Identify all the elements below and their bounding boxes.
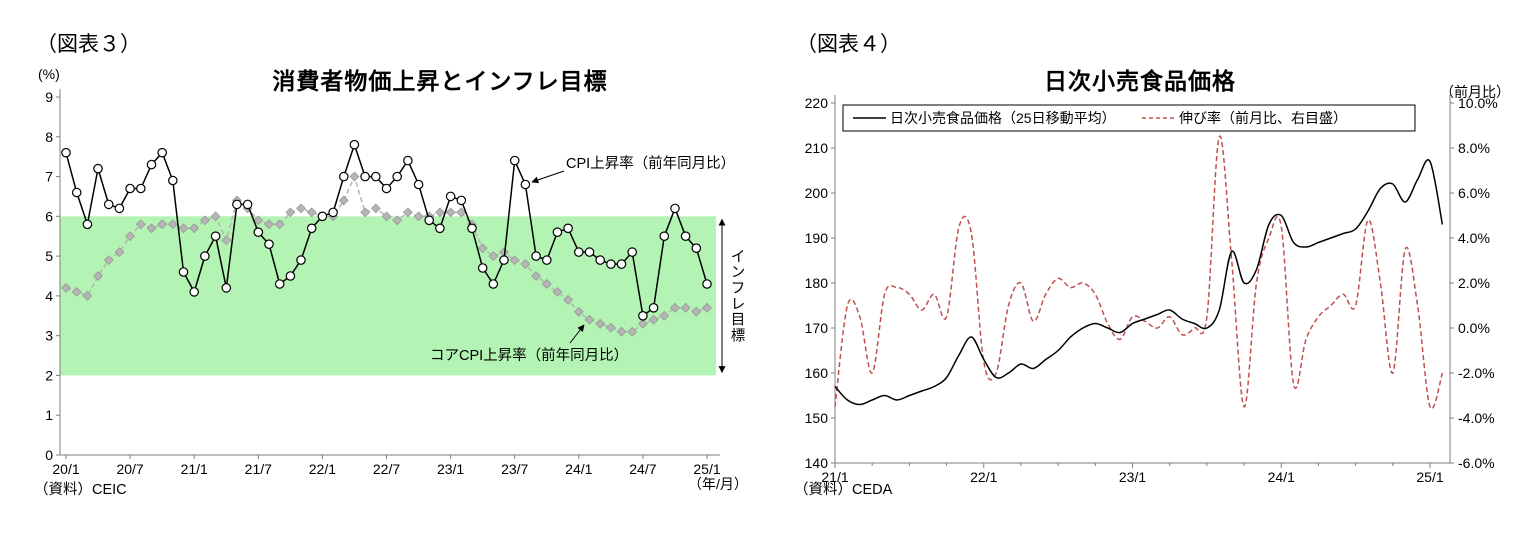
cpi-series	[61, 139, 712, 321]
left-tick-label: 180	[805, 275, 829, 291]
y-tick-label: 4	[45, 288, 53, 304]
y-tick-label: 0	[45, 447, 53, 463]
legend-label-price: 日次小売食品価格（25日移動平均）	[890, 110, 1116, 126]
y-tick-label: 7	[45, 169, 53, 185]
figure3-source: （資料）CEIC	[34, 482, 127, 498]
food-price-plot-area: 140 150 160 170 180 190 200 210 220 -6.0% -4.0% -2.…	[805, 95, 1498, 485]
right-tick-label: 4.0%	[1458, 230, 1490, 246]
x-tick-label: 20/7	[116, 461, 143, 477]
core-cpi-series-annotation: コアCPI上昇率（前年同月比）	[430, 347, 628, 364]
y-axis-unit-label: (%)	[38, 66, 60, 82]
figure4-source: （資料）CEDA	[794, 482, 893, 498]
left-tick-label: 210	[805, 140, 829, 156]
y-tick-label: 8	[45, 129, 53, 145]
cpi-series-annotation: CPI上昇率（前年同月比）	[566, 155, 735, 172]
axes: 140 150 160 170 180 190 200 210 220 -6.0% -4.0% -2.…	[805, 95, 1498, 485]
y-tick-label: 9	[45, 89, 53, 105]
x-tick-label: 22/7	[373, 461, 400, 477]
axes: 0 1 2 3 4 5 6 7 8 9 20/1 20/7 21/1 21/7 22/1 22/7 23/1 23…	[45, 89, 721, 477]
figure4-title: 日次小売食品価格	[1044, 68, 1236, 94]
right-tick-label: 2.0%	[1458, 275, 1490, 291]
right-tick-label: -6.0%	[1458, 455, 1495, 471]
x-tick-label: 25/1	[1416, 469, 1443, 485]
x-tick-label: 21/1	[821, 469, 848, 485]
cpi-chart: 0 1 2 3 4 5 6 7 8 9 20/1 20/7 21/1 21/7 22/1 22/7 23/1 23…	[45, 89, 748, 492]
figure3-panel: （図表３） 消費者物価上昇とインフレ目標 (%) 0 1 2 3 4 5 6 7 8 9 20/1 2…	[30, 20, 775, 530]
x-tick-label: 21/1	[181, 461, 208, 477]
legend-label-growth: 伸び率（前月比、右目盛）	[1179, 110, 1347, 126]
cpi-annotation-arrow	[531, 170, 565, 184]
inflation-target-band	[60, 216, 716, 376]
core-annotation-arrow	[569, 324, 585, 344]
right-tick-label: 8.0%	[1458, 140, 1490, 156]
x-tick-label: 21/7	[245, 461, 272, 477]
cpi-plot-area: 0 1 2 3 4 5 6 7 8 9 20/1 20/7 21/1 21/7 22/1 22/7 23/1 23…	[45, 89, 746, 477]
price-series	[834, 159, 1444, 406]
right-axis-unit-label: （前月比）	[1440, 84, 1510, 100]
right-tick-label: -4.0%	[1458, 410, 1495, 426]
y-tick-label: 1	[45, 407, 53, 423]
x-tick-label: 23/1	[437, 461, 464, 477]
y-tick-label: 2	[45, 367, 53, 383]
left-tick-label: 200	[805, 185, 829, 201]
y-tick-label: 5	[45, 248, 53, 264]
x-tick-label: 24/7	[629, 461, 656, 477]
legend: 日次小売食品価格（25日移動平均） 伸び率（前月比、右目盛）	[842, 104, 1416, 132]
x-tick-label: 22/1	[309, 461, 336, 477]
left-tick-label: 190	[805, 230, 829, 246]
figure3-label: （図表３）	[36, 33, 141, 56]
left-tick-label: 220	[805, 95, 829, 111]
annotations: インフレ目標	[531, 170, 746, 374]
x-tick-label: 24/1	[1268, 469, 1295, 485]
y-tick-label: 6	[45, 208, 53, 224]
inflation-target-label: インフレ目標	[731, 249, 746, 344]
right-tick-label: -2.0%	[1458, 365, 1495, 381]
y-tick-label: 3	[45, 328, 53, 344]
figure3-title: 消費者物価上昇とインフレ目標	[272, 68, 608, 94]
x-tick-label: 20/1	[52, 461, 79, 477]
left-tick-label: 170	[805, 320, 829, 336]
x-axis-unit-label: （年/月）	[688, 476, 748, 492]
food-price-chart: 140 150 160 170 180 190 200 210 220 -6.0% -4.0% -2.…	[805, 95, 1498, 485]
right-tick-label: 10.0%	[1458, 95, 1498, 111]
left-tick-label: 140	[805, 455, 829, 471]
x-tick-label: 24/1	[565, 461, 592, 477]
right-tick-label: 0.0%	[1458, 320, 1490, 336]
x-tick-label: 23/1	[1119, 469, 1146, 485]
x-tick-label: 25/1	[693, 461, 720, 477]
left-tick-label: 150	[805, 410, 829, 426]
left-tick-label: 160	[805, 365, 829, 381]
x-tick-label: 23/7	[501, 461, 528, 477]
figure4-panel: （図表４） 日次小売食品価格 （前月比） 140 150 160 170 180 190 2…	[790, 20, 1535, 530]
figure4-label: （図表４）	[796, 33, 901, 56]
legend-box	[842, 104, 1416, 132]
right-tick-label: 6.0%	[1458, 185, 1490, 201]
growth-rate-series	[834, 135, 1444, 410]
x-tick-label: 22/1	[970, 469, 997, 485]
